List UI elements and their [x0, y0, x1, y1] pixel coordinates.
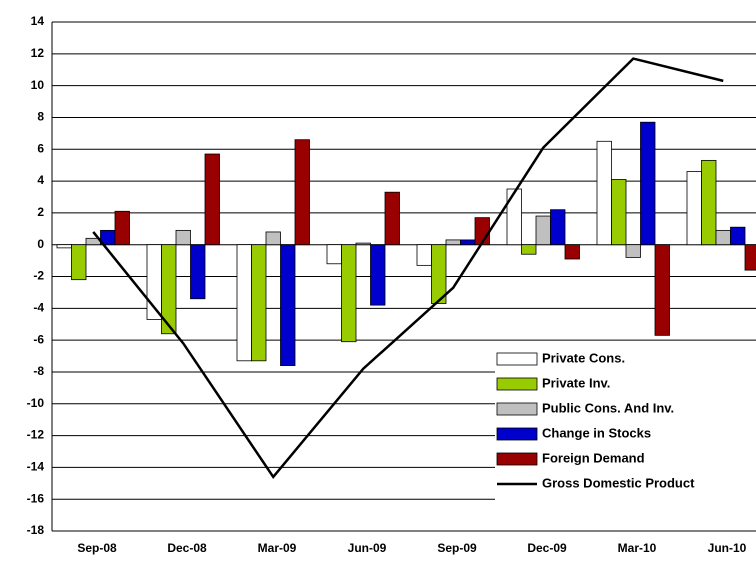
x-tick-label: Sep-08 [77, 541, 117, 555]
y-tick-label: 2 [37, 205, 44, 219]
legend: Private Cons. Private Inv. Public Cons. An… [495, 345, 756, 523]
legend-label: Gross Domestic Product [542, 475, 695, 490]
bar [460, 239, 476, 246]
x-tick-label: Mar-10 [618, 541, 657, 555]
legend-label: Foreign Demand [542, 450, 645, 465]
y-tick-label: -16 [27, 491, 45, 505]
bar [686, 171, 702, 246]
bar [611, 179, 627, 246]
bar [625, 244, 641, 258]
bar [535, 215, 551, 246]
bar [701, 159, 717, 246]
bar [190, 244, 206, 300]
x-tick-label: Jun-10 [708, 541, 747, 555]
bar [114, 210, 130, 246]
bar [654, 244, 670, 336]
y-tick-label: 6 [37, 141, 44, 155]
x-tick-label: Jun-09 [348, 541, 387, 555]
legend-swatch [496, 377, 538, 391]
bar [550, 209, 566, 246]
legend-label: Private Cons. [542, 350, 625, 365]
x-tick-label: Mar-09 [258, 541, 297, 555]
x-tick-label: Sep-09 [437, 541, 477, 555]
y-tick-label: 8 [37, 110, 44, 124]
bar [416, 244, 432, 266]
bar [744, 244, 756, 271]
bar [326, 244, 342, 265]
bar [715, 229, 731, 246]
line [92, 57, 724, 479]
bar [564, 244, 580, 260]
x-tick-label: Dec-08 [167, 541, 207, 555]
legend-label: Public Cons. And Inv. [542, 400, 674, 415]
bar [280, 244, 296, 366]
legend-swatch [496, 427, 538, 441]
bar [596, 140, 612, 246]
legend-box [495, 345, 756, 523]
y-tick-label: 0 [37, 237, 44, 251]
legend-label: Change in Stocks [542, 425, 651, 440]
x-tick-label: Dec-09 [527, 541, 567, 555]
bar [236, 244, 252, 362]
legend-swatch [496, 402, 538, 416]
y-tick-label: -2 [33, 269, 44, 283]
bar [730, 226, 746, 246]
y-tick-label: -12 [27, 428, 45, 442]
bar [265, 231, 281, 246]
y-tick-label: -14 [27, 460, 45, 474]
bar [431, 244, 447, 304]
y-tick-label: -10 [27, 396, 45, 410]
bar [506, 188, 522, 246]
bar [384, 191, 400, 246]
bar [161, 244, 177, 335]
legend-label: Private Inv. [542, 375, 610, 390]
legend-swatch [496, 452, 538, 466]
y-tick-label: -18 [27, 523, 45, 537]
y-tick-label: -4 [33, 300, 44, 314]
y-tick-label: 10 [31, 78, 45, 92]
bar [175, 229, 191, 246]
bar [71, 244, 87, 281]
bar [521, 244, 537, 255]
y-tick-label: 14 [31, 14, 45, 28]
y-tick-label: -6 [33, 332, 44, 346]
y-tick-label: -8 [33, 364, 44, 378]
y-tick-label: 12 [31, 46, 45, 60]
bar [294, 139, 310, 246]
bar [640, 121, 656, 246]
bar [204, 153, 220, 246]
y-tick-label: 4 [37, 173, 44, 187]
bar [355, 242, 371, 246]
bar [251, 244, 267, 362]
bar [341, 244, 357, 343]
legend-swatch [496, 352, 538, 366]
bar [445, 239, 461, 246]
bar [370, 244, 386, 306]
bar [56, 244, 72, 249]
